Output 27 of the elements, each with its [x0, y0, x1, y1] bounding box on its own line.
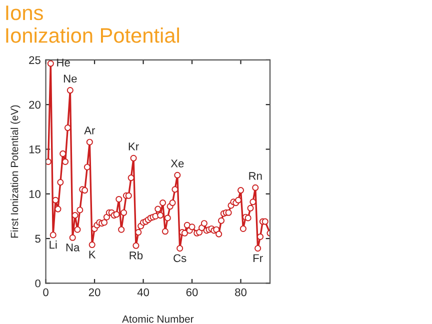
- annotation: Ar: [84, 126, 96, 134]
- chart-subtitle: Ionization Potential: [6, 28, 179, 43]
- annotation: Fr: [253, 254, 263, 262]
- annotation: K: [89, 250, 96, 258]
- y-axis-title: First Ionization Potential (eV): [10, 105, 20, 238]
- annotation: Cs: [174, 254, 186, 262]
- annotation: Rn: [249, 172, 262, 180]
- annotation: Xe: [170, 160, 184, 168]
- annotation: He: [57, 58, 70, 66]
- x-tick-label: 80: [235, 288, 246, 296]
- y-tick-label: 25: [29, 56, 40, 64]
- annotation: Rb: [130, 251, 143, 260]
- x-tick-label: 60: [186, 288, 198, 296]
- x-axis-title: Atomic Number: [122, 315, 194, 323]
- y-tick-label: 15: [29, 146, 40, 154]
- annotation: Kr: [128, 142, 139, 150]
- x-tick-label: 0: [43, 288, 48, 296]
- annotation: Na: [66, 244, 80, 252]
- annotation: Li: [50, 240, 57, 249]
- y-tick-label: 10: [29, 190, 40, 198]
- x-tick-label: 20: [88, 288, 100, 296]
- annotation: Ne: [64, 74, 77, 83]
- y-tick-label: 20: [29, 100, 40, 109]
- y-tick-label: 5: [35, 234, 40, 243]
- y-tick-label: 0: [35, 279, 40, 288]
- chart-title: Ions: [6, 6, 43, 20]
- x-tick-label: 40: [137, 288, 150, 296]
